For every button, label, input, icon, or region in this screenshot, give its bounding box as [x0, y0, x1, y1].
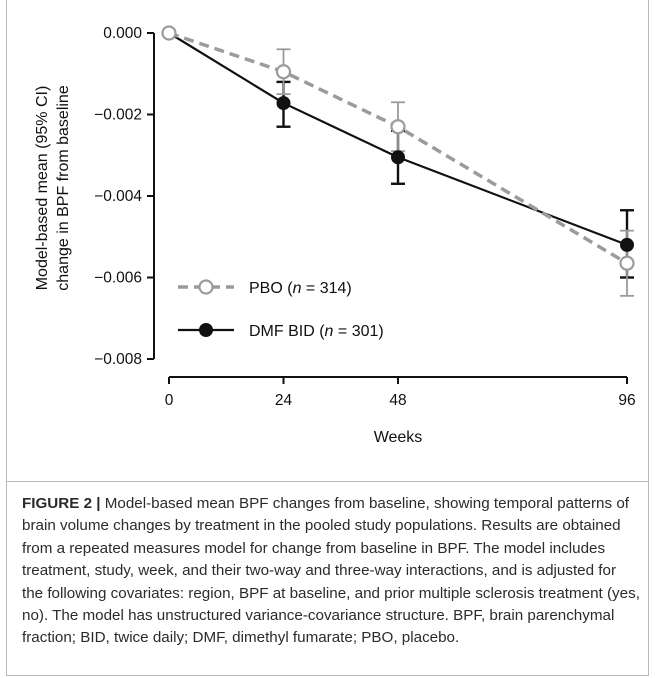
y-axis-title: Model-based mean (95% CI) change in BPF … — [34, 85, 72, 291]
x-axis-title: Weeks — [374, 429, 423, 446]
legend: PBO (n = 314)DMF BID (n = 301) — [178, 279, 384, 340]
y-axis-title-line2: change in BPF from baseline — [55, 85, 72, 291]
dmf-data-point — [276, 96, 291, 111]
dmf-legend-label: DMF BID (n = 301) — [249, 323, 384, 340]
x-tick-label: 24 — [275, 392, 293, 409]
pbo-legend-marker — [198, 279, 214, 295]
dmf-data-point — [391, 150, 405, 165]
legend-label-suffix: = 314) — [301, 280, 351, 297]
pbo-data-point — [275, 64, 292, 80]
caption-label: FIGURE 2 | — [22, 495, 101, 512]
pbo-series-line — [168, 31, 628, 265]
dmf-series-line — [168, 32, 628, 246]
y-axis-title-line1: Model-based mean (95% CI) — [34, 86, 51, 291]
legend-label-suffix: = 301) — [333, 323, 383, 340]
legend-label-prefix: DMF BID ( — [249, 323, 325, 340]
x-tick-label: 0 — [165, 392, 174, 409]
figure-frame — [6, 0, 649, 676]
y-tick-label: 0.000 — [103, 25, 142, 42]
dmf-legend-marker — [199, 323, 213, 337]
pbo-data-point — [161, 25, 177, 41]
chart: Model-based mean (95% CI) change in BPF … — [34, 25, 636, 446]
axes: 0.000 −0.002 −0.004 −0.006 −0.008 0 24 48 96 — [94, 25, 635, 409]
y-tick-label: −0.006 — [94, 270, 142, 287]
y-tick-label: −0.002 — [94, 107, 142, 124]
caption-text: Model-based mean BPF changes from baseli… — [22, 495, 640, 647]
caption-divider — [6, 481, 649, 482]
pbo-data-point — [390, 119, 406, 135]
pbo-legend-label: PBO (n = 314) — [249, 280, 352, 297]
legend-label-n: n — [293, 280, 302, 297]
y-tick-label: −0.004 — [94, 188, 142, 205]
x-tick-label: 96 — [618, 392, 635, 409]
figure-caption: FIGURE 2 | Model-based mean BPF changes … — [22, 493, 640, 650]
legend-label-n: n — [325, 323, 334, 340]
x-tick-label: 48 — [389, 392, 406, 409]
pbo-data-point — [619, 255, 635, 271]
legend-label-prefix: PBO ( — [249, 280, 293, 297]
y-tick-label: −0.008 — [94, 351, 142, 368]
dmf-data-point — [620, 237, 634, 252]
plot-marks — [161, 25, 635, 297]
